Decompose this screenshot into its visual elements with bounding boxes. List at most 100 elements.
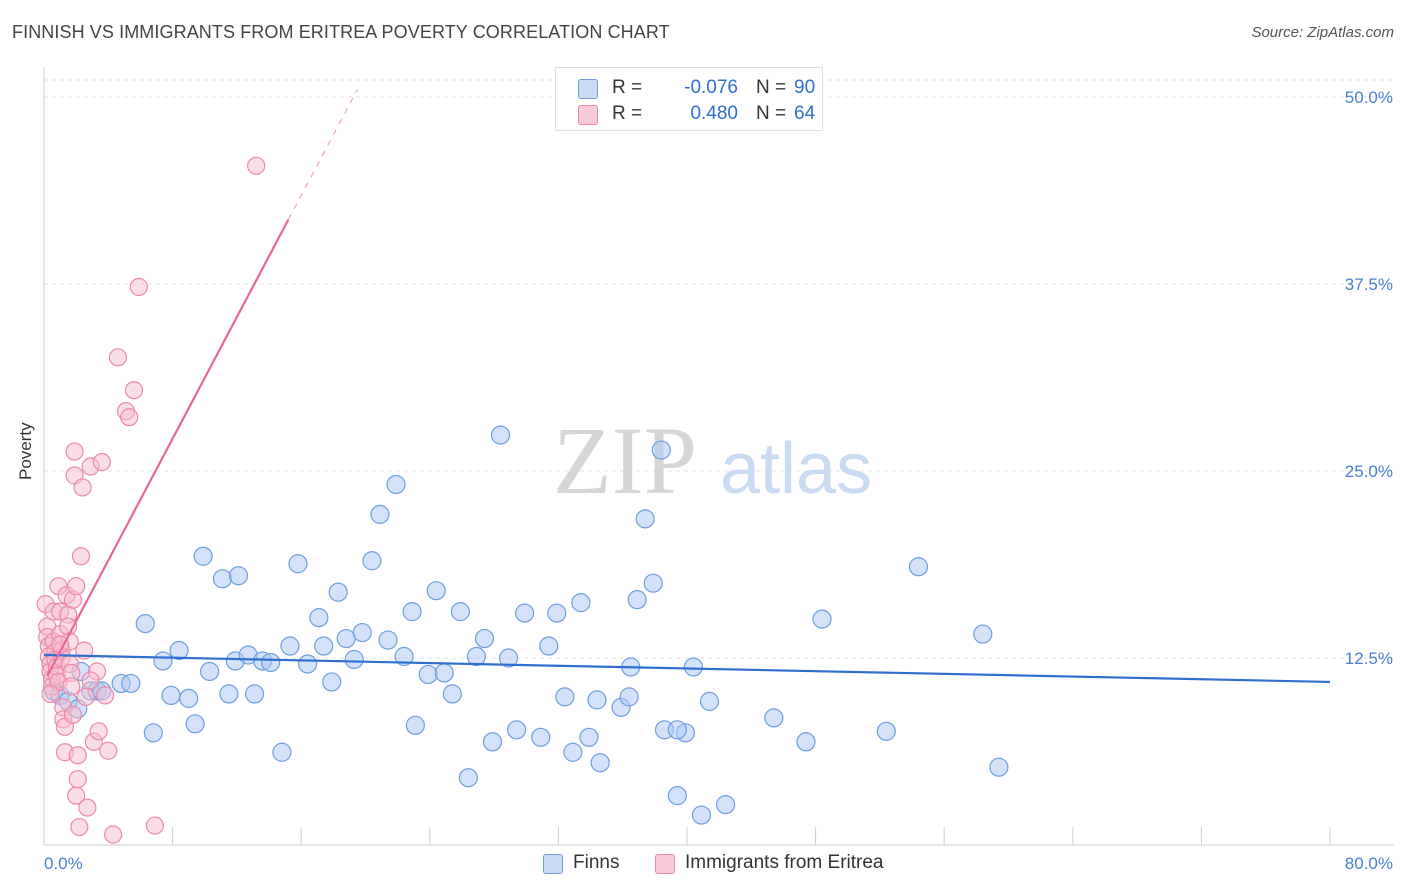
finns-point xyxy=(876,721,896,741)
finns-point xyxy=(619,687,639,707)
chart-title: FINNISH VS IMMIGRANTS FROM ERITREA POVER… xyxy=(12,22,670,42)
eritrea-point xyxy=(68,770,87,789)
finns-point xyxy=(261,652,281,673)
finns-point xyxy=(691,805,712,825)
finns-point xyxy=(547,603,567,623)
finns-point xyxy=(515,603,535,623)
finns-point xyxy=(135,613,155,634)
finns-point xyxy=(402,602,422,622)
finns-point xyxy=(490,425,511,445)
finns-point xyxy=(352,622,372,643)
finns-point xyxy=(228,566,249,586)
eritrea-point xyxy=(62,677,81,696)
watermark-zip: ZIP xyxy=(553,407,697,514)
finns-point xyxy=(288,554,308,574)
eritrea-trend-line xyxy=(46,219,290,677)
y-tick-label-3: 50.0% xyxy=(1345,88,1393,107)
finns-n-value: 90 xyxy=(794,77,816,98)
eritrea-point xyxy=(73,478,92,497)
finns-point xyxy=(764,708,784,728)
eritrea-n-label: N = xyxy=(756,103,787,124)
finns-point xyxy=(683,657,704,677)
finns-point xyxy=(450,602,470,622)
eritrea-point xyxy=(67,577,86,596)
legend-finns-label: Finns xyxy=(573,852,620,873)
eritrea-point xyxy=(70,817,89,837)
finns-point xyxy=(405,715,425,735)
y-tick-label-2: 37.5% xyxy=(1345,275,1393,294)
finns-point xyxy=(466,646,487,667)
x-tick-label-0: 0.0% xyxy=(44,854,83,873)
finns-point xyxy=(386,474,406,495)
finns-point xyxy=(587,690,607,710)
y-axis-label: Poverty xyxy=(16,422,35,480)
finns-point xyxy=(199,661,220,682)
finns-point xyxy=(973,624,993,644)
eritrea-point xyxy=(104,825,123,844)
x-tick-label-1: 80.0% xyxy=(1345,854,1393,873)
finns-point xyxy=(989,757,1009,777)
finns-point xyxy=(179,688,199,708)
finns-point xyxy=(185,714,205,734)
finns-point xyxy=(378,630,398,650)
finns-point xyxy=(434,663,454,683)
finns-point xyxy=(796,732,816,752)
eritrea-point xyxy=(145,816,165,835)
finns-point xyxy=(169,640,189,661)
finns-point xyxy=(298,654,318,674)
finns-point xyxy=(699,691,720,711)
eritrea-point xyxy=(95,686,115,705)
finns-point xyxy=(458,768,478,788)
finns-point xyxy=(643,573,663,593)
finns-point xyxy=(539,636,559,656)
eritrea-point xyxy=(120,408,139,427)
finns-trend-line xyxy=(43,653,1331,684)
finns-point xyxy=(244,684,265,704)
finns-point xyxy=(812,609,832,629)
eritrea-point xyxy=(68,746,87,765)
finns-point xyxy=(336,628,356,649)
tick-labels: 12.5% 25.0% 37.5% 50.0% 0.0% 80.0% xyxy=(44,88,1393,873)
trend-lines xyxy=(43,89,1331,684)
finns-point xyxy=(426,581,446,601)
finns-point xyxy=(627,590,647,610)
finns-point xyxy=(322,672,342,692)
eritrea-point xyxy=(92,452,111,472)
finns-point xyxy=(715,795,736,815)
finns-point xyxy=(328,582,348,602)
finns-point xyxy=(161,685,181,706)
finns-point xyxy=(370,504,390,524)
finns-point xyxy=(590,753,610,773)
y-tick-label-0: 12.5% xyxy=(1345,649,1393,668)
finns-point xyxy=(555,687,575,707)
eritrea-point xyxy=(124,381,144,400)
finns-point xyxy=(563,742,583,762)
eritrea-point xyxy=(71,547,91,566)
y-tick-label-1: 25.0% xyxy=(1345,462,1393,481)
stats-box: R = -0.076 N = 90 R = 0.480 N = 64 xyxy=(555,67,823,131)
eritrea-point xyxy=(78,798,97,817)
eritrea-r-label: R = xyxy=(612,103,643,124)
finns-point xyxy=(314,636,334,656)
eritrea-point xyxy=(108,348,128,367)
legend-eritrea-label: Immigrants from Eritrea xyxy=(685,852,884,873)
finns-point xyxy=(272,742,292,762)
finns-point xyxy=(579,727,599,747)
eritrea-point xyxy=(129,277,148,297)
watermark-atlas: atlas xyxy=(720,429,872,509)
eritrea-point xyxy=(89,722,108,741)
finns-n-label: N = xyxy=(756,77,787,98)
finns-point xyxy=(635,509,655,529)
finns-point xyxy=(280,636,300,656)
finns-point xyxy=(193,546,213,566)
finns-point xyxy=(482,732,503,752)
finns-point xyxy=(474,628,495,649)
eritrea-trend-extension xyxy=(287,89,358,220)
finns-point xyxy=(531,727,551,747)
axes xyxy=(43,67,1394,846)
finns-point xyxy=(394,646,414,667)
finns-point xyxy=(143,723,163,743)
finns-point xyxy=(309,608,329,628)
finns-r-label: R = xyxy=(612,77,643,98)
